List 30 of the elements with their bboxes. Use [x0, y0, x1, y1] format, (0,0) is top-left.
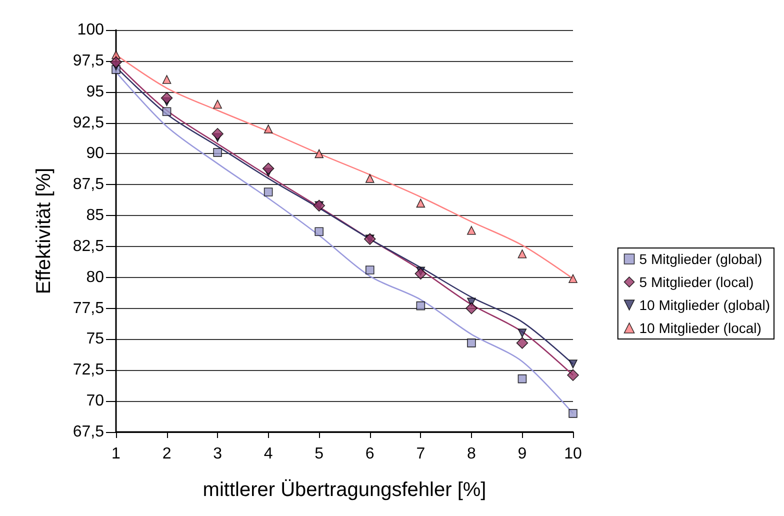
x-axis-title: mittlerer Übertragungsfehler [%]: [202, 479, 486, 501]
x-tick-label: 4: [264, 446, 273, 462]
y-tick-label: 92,5: [72, 114, 104, 132]
y-tick-label: 85: [86, 207, 104, 224]
legend-label: 10 Mitglieder (global): [639, 297, 770, 313]
x-tick-label: 5: [314, 446, 324, 462]
y-axis-title: Effektivität [%]: [33, 168, 55, 294]
x-tick-label: 1: [112, 446, 121, 462]
y-tick-label: 77,5: [72, 300, 104, 317]
x-tick-label: 8: [466, 446, 476, 462]
y-tick-label: 80: [86, 268, 104, 286]
y-tick-label: 72,5: [72, 362, 104, 379]
legend-label: 5 Mitglieder (global): [639, 251, 762, 267]
legend-label: 5 Mitglieder (local): [639, 274, 754, 290]
x-tick-label: 10: [564, 446, 582, 462]
y-tick-label: 70: [86, 392, 104, 410]
y-tick-label: 67,5: [72, 424, 104, 440]
x-tick-label: 2: [162, 446, 172, 462]
y-tick-label: 90: [86, 145, 104, 162]
x-tick-label: 6: [365, 446, 374, 462]
x-tick-label: 7: [416, 446, 426, 462]
y-tick-label: 75: [86, 330, 104, 348]
x-tick-label: 9: [518, 446, 527, 462]
y-tick-label: 97,5: [72, 52, 104, 70]
legend-label: 10 Mitglieder (local): [639, 320, 762, 336]
y-tick-label: 95: [86, 83, 104, 100]
y-tick-label: 82,5: [72, 238, 104, 255]
x-tick-label: 3: [213, 446, 222, 462]
y-tick-label: 100: [77, 22, 104, 38]
y-tick-label: 87,5: [72, 176, 104, 194]
